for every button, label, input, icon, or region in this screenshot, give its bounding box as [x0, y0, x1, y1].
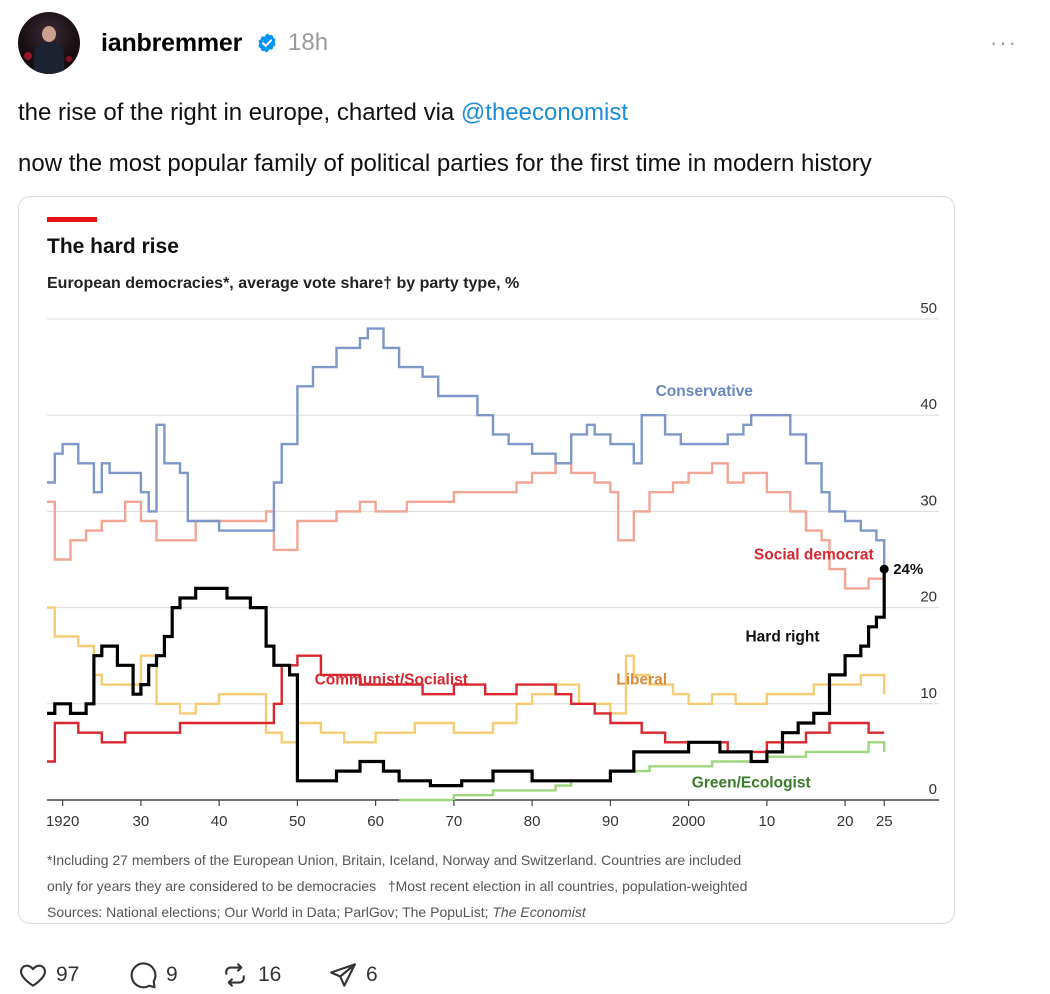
y-tick-label: 40 — [920, 396, 937, 413]
x-tick-label: 2000 — [672, 813, 705, 830]
footnote-1: *Including 27 members of the European Un… — [47, 852, 741, 868]
series-line-hard-right — [47, 569, 886, 788]
accent-bar — [47, 217, 97, 222]
y-tick-label: 20 — [920, 589, 937, 606]
like-count: 97 — [56, 963, 80, 986]
share-count: 6 — [366, 963, 378, 986]
comment-button[interactable]: 9 — [128, 958, 178, 992]
comment-icon — [130, 962, 157, 989]
avatar[interactable] — [18, 12, 80, 74]
x-tick-label: 70 — [446, 813, 463, 830]
repost-button[interactable]: 16 — [220, 958, 281, 992]
post-text: the rise of the right in europe, charted… — [18, 99, 461, 126]
footnote-3: Sources: National elections; Our World i… — [47, 904, 587, 920]
x-tick-label: 10 — [759, 813, 776, 830]
series-label: Conservative — [656, 383, 754, 400]
post-text-line-2: now the most popular family of political… — [18, 150, 872, 177]
verified-badge-icon — [258, 33, 276, 53]
chart-title: The hard rise — [47, 235, 179, 258]
series-label: Hard right — [745, 628, 819, 645]
chart-subtitle: European democracies*, average vote shar… — [47, 275, 519, 292]
send-icon — [330, 963, 356, 987]
x-tick-label: 90 — [602, 813, 619, 830]
share-button[interactable]: 6 — [328, 958, 378, 992]
x-tick-label: 25 — [876, 813, 893, 830]
footnote-3-text: Sources: National elections; Our World i… — [47, 904, 488, 920]
chart-image-card[interactable]: The hard rise European democracies*, ave… — [18, 196, 955, 924]
x-tick-label: 30 — [133, 813, 150, 830]
series-line-green-ecologist — [399, 741, 886, 802]
x-tick-label: 80 — [524, 813, 541, 830]
x-tick-label: 40 — [211, 813, 228, 830]
end-point-marker — [879, 564, 889, 574]
x-tick-label: 50 — [289, 813, 306, 830]
repost-icon — [225, 963, 245, 987]
more-options-icon[interactable]: ··· — [990, 30, 1018, 55]
y-tick-label: 50 — [920, 300, 937, 317]
footnote-2: only for years they are considered to be… — [47, 878, 747, 894]
series-line-social-democrat — [47, 462, 886, 590]
series-label: Social democrat — [754, 547, 874, 564]
x-tick-label: 1920 — [46, 813, 79, 830]
chart: The hard rise European democracies*, ave… — [46, 217, 939, 920]
y-tick-label: 0 — [929, 781, 937, 798]
like-button[interactable]: 97 — [18, 958, 79, 992]
series-line-conservative — [47, 327, 886, 570]
series-label: Green/Ecologist — [692, 774, 811, 791]
end-point-label: 24% — [893, 561, 923, 578]
repost-count: 16 — [258, 963, 282, 986]
post-text-line-1: the rise of the right in europe, charted… — [18, 99, 628, 127]
x-tick-label: 20 — [837, 813, 854, 830]
username[interactable]: ianbremmer — [101, 29, 243, 57]
y-tick-label: 30 — [920, 492, 937, 509]
heart-icon — [20, 964, 46, 987]
footnote-3-italic: The Economist — [492, 904, 586, 920]
series-label: Liberal — [616, 672, 667, 689]
y-tick-label: 10 — [920, 685, 937, 702]
post-time: 18h — [288, 29, 329, 56]
mention-link[interactable]: @theeconomist — [460, 99, 629, 126]
x-tick-label: 60 — [367, 813, 384, 830]
series-label: Communist/Socialist — [315, 672, 468, 689]
comment-count: 9 — [166, 963, 178, 986]
